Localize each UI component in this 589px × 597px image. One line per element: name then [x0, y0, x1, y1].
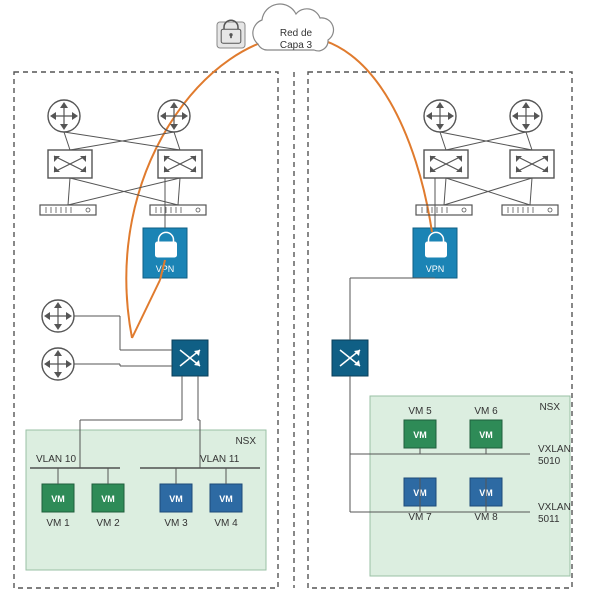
vswitch-icon	[332, 340, 368, 376]
router-icon	[42, 348, 74, 380]
vm-box: VM VM 6	[470, 406, 502, 448]
vm-label: VM 3	[164, 518, 188, 529]
cloud-icon: Red deCapa 3	[253, 4, 334, 51]
vm-box: VM VM 5	[404, 406, 436, 448]
switch-icon	[158, 150, 202, 178]
server-icon	[502, 205, 558, 215]
router-icon	[158, 100, 190, 132]
vlan-label: VLAN 10	[36, 454, 76, 465]
link-line	[70, 132, 174, 150]
vm-box: VM VM 2	[92, 484, 124, 529]
vlan-label: VLAN 11	[200, 454, 240, 465]
link-line	[440, 132, 446, 150]
vm-label: VM 4	[214, 518, 238, 529]
vm-box: VM VM 1	[42, 484, 74, 529]
nsx-label: NSX	[235, 436, 256, 447]
vxlan-label: 5010	[538, 456, 561, 467]
server-icon	[40, 205, 96, 215]
server-icon	[150, 205, 206, 215]
vm-box: VM VM 4	[210, 484, 242, 529]
vswitch-icon	[172, 340, 208, 376]
cloud-label-2: Capa 3	[280, 40, 313, 51]
vm-label: VM 1	[46, 518, 70, 529]
svg-text:VM: VM	[413, 430, 427, 440]
vm-label: VM 2	[96, 518, 120, 529]
switch-icon	[510, 150, 554, 178]
link-line	[526, 132, 532, 150]
link-line	[530, 178, 532, 205]
svg-text:VM: VM	[169, 494, 183, 504]
link-line	[174, 132, 180, 150]
cloud-label-1: Red de	[280, 28, 313, 39]
svg-text:VM: VM	[51, 494, 65, 504]
switch-icon	[424, 150, 468, 178]
switch-icon	[48, 150, 92, 178]
vxlan-label: VXLAN	[538, 444, 571, 455]
link-line	[64, 132, 70, 150]
router-icon	[48, 100, 80, 132]
server-icon	[416, 205, 472, 215]
vxlan-label: 5011	[538, 514, 560, 525]
link-line	[178, 178, 180, 205]
vm-label: VM 8	[474, 512, 498, 523]
router-icon	[510, 100, 542, 132]
link-line	[444, 178, 446, 205]
vxlan-label: VXLAN	[538, 502, 571, 513]
router-icon	[424, 100, 456, 132]
vm-box: VM VM 3	[160, 484, 192, 529]
svg-text:VM: VM	[219, 494, 233, 504]
link-line	[446, 132, 526, 150]
vpn-label: VPN	[426, 264, 445, 274]
vm-label: VM 7	[408, 512, 432, 523]
router-icon	[42, 300, 74, 332]
svg-text:VM: VM	[479, 430, 493, 440]
vpn-label: VPN	[156, 264, 175, 274]
nsx-label: NSX	[539, 402, 560, 413]
vm-label: VM 5	[408, 406, 432, 417]
vm-label: VM 6	[474, 406, 498, 417]
link-line	[68, 178, 70, 205]
tunnel-stub	[132, 280, 160, 338]
svg-text:VM: VM	[101, 494, 115, 504]
